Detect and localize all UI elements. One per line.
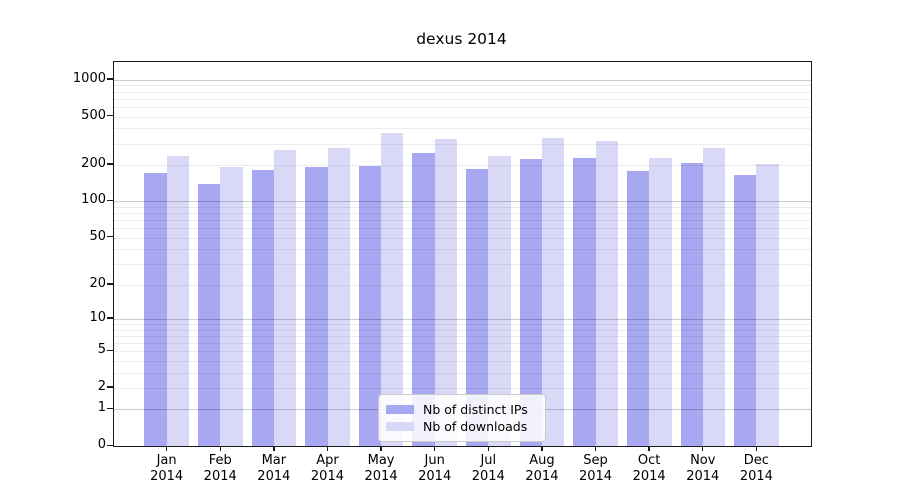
y-tick-mark bbox=[107, 444, 113, 446]
bar-downloads-sep bbox=[595, 141, 618, 446]
x-tick-mark bbox=[380, 446, 382, 451]
x-tick-label-oct: Oct 2014 bbox=[632, 453, 666, 484]
y-tick-mark bbox=[107, 349, 113, 351]
y-tick-mark bbox=[107, 199, 113, 202]
bar-downloads-feb bbox=[220, 166, 243, 446]
bar-distinct-ips-may bbox=[358, 166, 382, 446]
bar-distinct-ips-feb bbox=[198, 183, 221, 446]
bar-distinct-ips-sep bbox=[573, 157, 596, 446]
bar-downloads-apr bbox=[327, 148, 350, 446]
bar-distinct-ips-mar bbox=[251, 169, 274, 446]
y-tick-mark bbox=[107, 283, 113, 285]
y-tick-label-1: 1 bbox=[97, 400, 106, 416]
bar-downloads-mar bbox=[273, 150, 297, 446]
bar-distinct-ips-dec bbox=[734, 174, 757, 446]
y-tick-label-200: 200 bbox=[81, 155, 106, 171]
bars-layer bbox=[114, 62, 811, 446]
plot-area bbox=[113, 61, 812, 447]
bar-distinct-ips-oct bbox=[626, 171, 650, 446]
bar-downloads-may bbox=[381, 133, 404, 446]
x-tick-mark bbox=[273, 446, 275, 451]
legend-swatch-downloads bbox=[386, 421, 414, 432]
x-tick-label-apr: Apr 2014 bbox=[310, 453, 344, 484]
bar-distinct-ips-apr bbox=[305, 166, 328, 446]
y-tick-mark bbox=[107, 115, 113, 117]
y-tick-label-5: 5 bbox=[97, 342, 106, 358]
bar-distinct-ips-nov bbox=[680, 163, 703, 446]
x-tick-mark bbox=[648, 446, 650, 451]
x-tick-label-jan: Jan 2014 bbox=[150, 453, 184, 484]
legend: Nb of distinct IPs Nb of downloads bbox=[378, 394, 546, 442]
y-tick-mark bbox=[107, 78, 113, 80]
y-tick-label-1000: 1000 bbox=[72, 70, 106, 86]
y-tick-label-100: 100 bbox=[81, 192, 106, 208]
y-tick-mark bbox=[107, 386, 113, 388]
legend-swatch-distinct-ips bbox=[386, 404, 414, 415]
y-tick-mark bbox=[107, 407, 113, 410]
x-tick-mark bbox=[433, 446, 436, 451]
y-tick-label-20: 20 bbox=[89, 275, 106, 291]
x-tick-mark bbox=[541, 446, 543, 451]
x-tick-mark bbox=[755, 446, 758, 451]
y-tick-mark bbox=[107, 163, 113, 165]
bar-downloads-jan bbox=[166, 155, 189, 446]
legend-label-distinct-ips: Nb of distinct IPs bbox=[423, 402, 528, 417]
x-tick-label-jun: Jun 2014 bbox=[418, 453, 452, 484]
x-tick-label-dec: Dec 2014 bbox=[739, 453, 773, 484]
bar-distinct-ips-jan bbox=[144, 172, 167, 446]
chart-title: dexus 2014 bbox=[416, 30, 507, 48]
legend-item-distinct-ips: Nb of distinct IPs bbox=[386, 401, 538, 418]
legend-item-downloads: Nb of downloads bbox=[386, 418, 538, 435]
x-tick-mark bbox=[165, 446, 168, 451]
x-tick-label-sep: Sep 2014 bbox=[578, 453, 613, 484]
x-tick-label-mar: Mar 2014 bbox=[257, 453, 291, 484]
legend-label-downloads: Nb of downloads bbox=[423, 419, 528, 434]
x-tick-mark bbox=[594, 446, 597, 451]
bar-downloads-dec bbox=[756, 163, 779, 446]
x-tick-label-may: May 2014 bbox=[364, 453, 398, 484]
y-tick-label-500: 500 bbox=[81, 107, 106, 123]
x-tick-label-feb: Feb 2014 bbox=[203, 453, 237, 484]
bar-distinct-ips-jul bbox=[466, 169, 489, 446]
x-tick-label-aug: Aug 2014 bbox=[525, 453, 559, 484]
bar-downloads-oct bbox=[649, 158, 672, 446]
y-tick-label-10: 10 bbox=[89, 309, 106, 325]
bar-distinct-ips-aug bbox=[519, 158, 543, 446]
bar-distinct-ips-jun bbox=[412, 153, 435, 446]
x-tick-label-nov: Nov 2014 bbox=[686, 453, 720, 484]
x-tick-mark bbox=[219, 446, 221, 451]
y-tick-label-50: 50 bbox=[89, 228, 106, 244]
bar-downloads-nov bbox=[702, 147, 726, 446]
x-tick-mark bbox=[487, 446, 489, 451]
y-tick-mark bbox=[107, 236, 113, 238]
bar-downloads-jul bbox=[488, 155, 511, 446]
bar-downloads-jun bbox=[434, 138, 458, 446]
x-tick-mark bbox=[702, 446, 704, 451]
y-tick-label-2: 2 bbox=[97, 378, 106, 394]
y-tick-label-0: 0 bbox=[97, 437, 106, 452]
bar-downloads-aug bbox=[542, 137, 565, 446]
x-tick-label-jul: Jul 2014 bbox=[471, 453, 505, 484]
y-tick-mark bbox=[107, 317, 113, 319]
x-tick-mark bbox=[326, 446, 329, 451]
